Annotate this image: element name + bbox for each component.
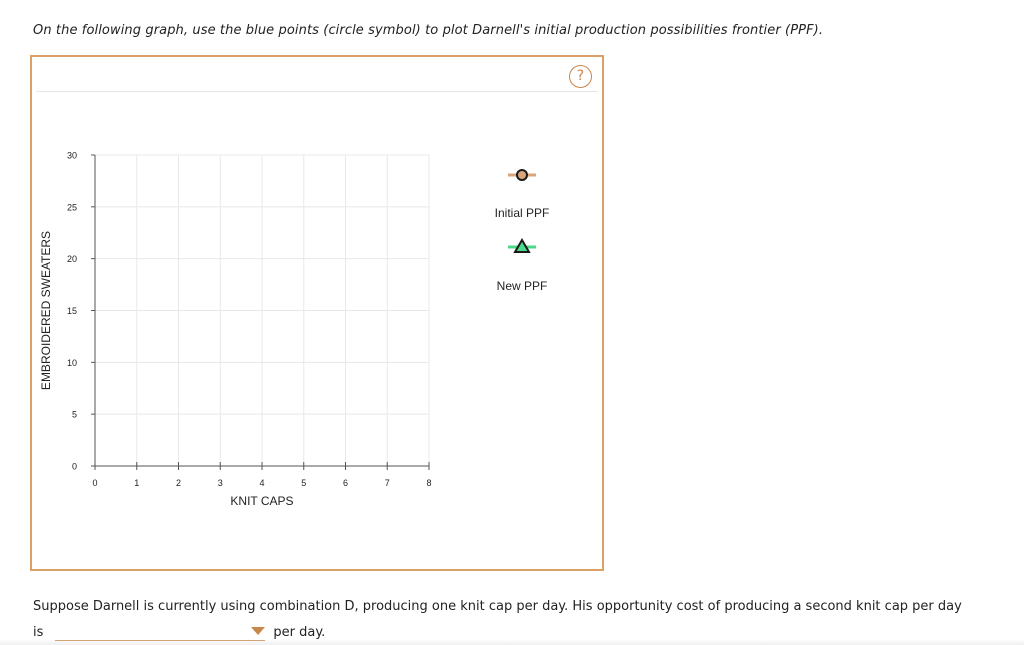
x-tick-label: 1 [134,478,139,488]
y-tick-label: 30 [67,151,77,161]
x-tick-label: 8 [426,478,431,488]
y-tick-label: 10 [67,358,77,368]
x-tick-label: 7 [385,478,390,488]
triangle-marker-icon[interactable] [513,238,531,253]
panel-header-divider [36,91,598,92]
x-tick-label: 2 [176,478,181,488]
y-axis-label: EMBROIDERED SWEATERS [39,231,53,390]
bottom-fade [0,639,1024,645]
y-tick-label: 25 [67,202,77,212]
chevron-down-icon[interactable] [251,627,266,635]
y-tick-label: 15 [67,306,77,316]
question-suffix: per day. [273,625,326,640]
x-tick-label: 4 [259,478,264,488]
help-button[interactable]: ? [569,65,592,88]
x-tick-label: 5 [301,478,306,488]
legend-label-initial-ppf: Initial PPF [494,206,550,220]
y-tick-label: 0 [72,462,77,472]
x-tick-label: 3 [218,478,223,488]
x-tick-label: 6 [343,478,348,488]
graph-panel[interactable]: ? [30,55,604,571]
y-tick-label: 20 [67,254,77,264]
instruction-text: On the following graph, use the blue poi… [33,23,824,38]
legend-label-new-ppf: New PPF [496,279,548,293]
x-tick-label: 0 [92,478,97,488]
y-tick-label: 5 [72,410,77,420]
circle-marker-icon[interactable] [516,169,528,181]
question-text: Suppose Darnell is currently using combi… [33,599,962,614]
x-axis-label: KNIT CAPS [230,494,293,508]
question-prefix: is [33,625,44,640]
